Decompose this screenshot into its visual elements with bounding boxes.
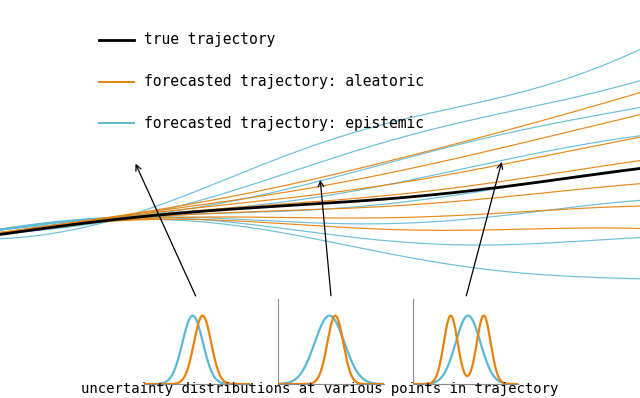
Text: uncertainty distributions at various points in trajectory: uncertainty distributions at various poi… <box>81 382 559 396</box>
Text: true trajectory: true trajectory <box>144 32 275 47</box>
Text: forecasted trajectory: aleatoric: forecasted trajectory: aleatoric <box>144 74 424 89</box>
Text: forecasted trajectory: epistemic: forecasted trajectory: epistemic <box>144 116 424 131</box>
